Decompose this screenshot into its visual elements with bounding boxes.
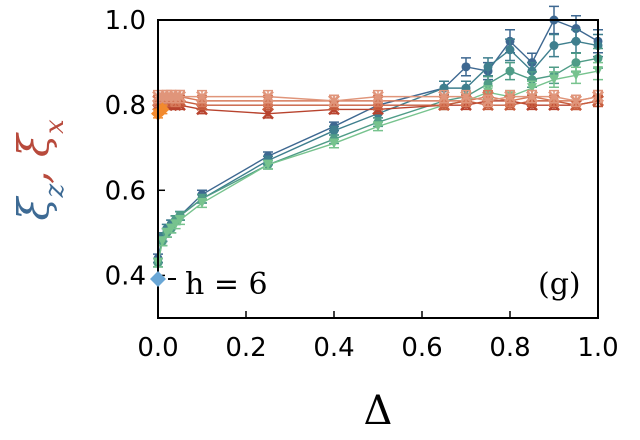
data-point: [549, 41, 559, 51]
data-point: [157, 236, 168, 247]
y-tick-label: 0.4: [105, 261, 146, 291]
data-point: [169, 90, 182, 103]
data-point: [197, 198, 207, 209]
y-label-part: ξ: [9, 196, 58, 221]
data-point: [372, 90, 384, 103]
x-tick-label: 0.8: [489, 333, 530, 363]
data-point: [571, 24, 581, 34]
data-point: [329, 126, 339, 136]
panel-label: (g): [538, 267, 581, 302]
x-tick-label: 0.4: [313, 333, 354, 363]
data-point: [373, 121, 383, 132]
x-tick-label: 0.0: [137, 333, 178, 363]
y-label-part: ,: [9, 157, 58, 184]
data-point: [329, 138, 339, 149]
data-point: [460, 90, 472, 103]
data-point: [328, 95, 340, 107]
data-point: [175, 215, 185, 226]
data-point: [571, 58, 581, 68]
data-point: [549, 74, 559, 85]
data-point: [571, 70, 581, 81]
legend-label: h = 6: [185, 267, 268, 302]
data-point: [548, 90, 560, 103]
data-point: [505, 45, 515, 55]
data-point: [262, 90, 274, 103]
data-point: [461, 62, 471, 72]
data-point: [571, 36, 581, 46]
data-point: [156, 90, 169, 103]
legend-marker-diamond: [150, 271, 166, 287]
series-xi_z-0: [153, 5, 603, 264]
data-point: [482, 95, 494, 107]
series-layer: [151, 5, 604, 268]
y-axis-label: ξz, ξx: [9, 119, 70, 221]
data-point: [527, 83, 537, 94]
data-point: [526, 90, 538, 103]
tick-labels: 0.0 0.2 0.4 0.6 0.8 1.0 0.4 0.6 0.8 1.0: [105, 6, 619, 363]
data-point: [196, 90, 208, 103]
data-point: [263, 159, 273, 170]
x-tick-label: 0.6: [401, 333, 442, 363]
y-label-part: ξ: [9, 132, 58, 157]
y-label-subscript: x: [40, 119, 70, 134]
data-point: [165, 90, 178, 103]
data-point: [505, 66, 515, 76]
x-tick-label: 0.2: [225, 333, 266, 363]
y-tick-label: 1.0: [105, 6, 146, 36]
x-axis-label: Δ: [364, 388, 393, 434]
plot-frame: [157, 19, 599, 319]
y-tick-label: 0.8: [105, 91, 146, 121]
series-xi_x-7: [152, 89, 604, 108]
data-point: [483, 62, 493, 72]
data-point: [160, 90, 173, 103]
legend: h = 6: [150, 267, 268, 302]
data-point: [527, 66, 537, 76]
data-point: [570, 95, 582, 107]
x-tick-label: 1.0: [577, 333, 618, 363]
data-point: [438, 90, 450, 103]
y-label-subscript: z: [40, 184, 70, 199]
data-point: [174, 90, 186, 103]
data-point: [262, 107, 274, 120]
y-tick-label: 0.6: [105, 176, 146, 206]
data-point: [504, 90, 516, 103]
